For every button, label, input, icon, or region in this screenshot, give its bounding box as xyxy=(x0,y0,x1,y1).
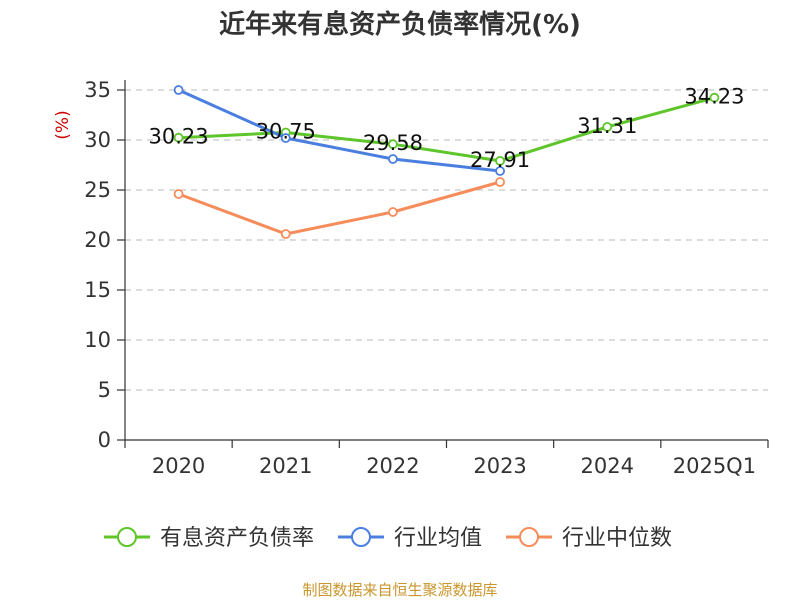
x-tick-label: 2025Q1 xyxy=(673,454,756,478)
data-label: 29.58 xyxy=(363,131,423,155)
data-point xyxy=(602,122,613,132)
series-line xyxy=(178,96,715,163)
x-tick-label: 2020 xyxy=(152,454,205,478)
grid-lines xyxy=(125,89,768,391)
y-tick-label: 30 xyxy=(84,128,111,152)
y-tick-label: 25 xyxy=(84,178,111,202)
data-point xyxy=(388,154,398,164)
legend-item: 行业均值 xyxy=(338,526,482,551)
y-tick-label: 10 xyxy=(84,328,111,352)
series-line xyxy=(178,180,501,236)
data-label: 27.91 xyxy=(470,148,530,172)
data-point xyxy=(280,229,291,239)
y-tick-label: 0 xyxy=(98,428,111,452)
x-tick-label: 2021 xyxy=(259,454,312,478)
data-point xyxy=(388,139,398,150)
data-point xyxy=(173,85,184,95)
y-axis-label: (%) xyxy=(53,110,73,139)
data-point xyxy=(495,177,505,187)
data-label: 30.23 xyxy=(149,125,209,149)
series-1 xyxy=(173,85,505,176)
legend-swatch-marker xyxy=(351,527,371,547)
x-tick-label: 2022 xyxy=(366,454,419,478)
legend-swatch-marker xyxy=(519,527,539,547)
series-0 xyxy=(173,92,720,166)
series-line xyxy=(177,88,501,173)
legend-item: 有息资产负债率 xyxy=(104,526,314,551)
y-tick-label: 15 xyxy=(84,278,111,302)
legend: 有息资产负债率 行业均值 行业中位数 xyxy=(104,526,672,551)
series-2 xyxy=(173,177,505,239)
legend-label: 有息资产负债率 xyxy=(160,526,314,551)
legend-label: 行业中位数 xyxy=(562,526,672,551)
data-label: 30.75 xyxy=(256,120,316,144)
series-group xyxy=(173,85,720,239)
y-tick-label: 35 xyxy=(84,78,111,102)
data-point xyxy=(709,92,720,103)
data-labels: 30.23 30.75 29.58 27.91 31.31 34.23 xyxy=(149,85,745,172)
legend-swatch-marker xyxy=(117,527,137,547)
data-point xyxy=(280,133,291,143)
y-tick-label: 20 xyxy=(84,228,111,252)
data-point xyxy=(495,166,505,176)
x-tick-label: 2024 xyxy=(581,454,634,478)
y-tick-label: 5 xyxy=(98,378,111,402)
chart-title: 近年来有息资产负债率情况(%) xyxy=(219,9,581,40)
legend-label: 行业均值 xyxy=(394,526,482,551)
legend-item: 行业中位数 xyxy=(506,526,672,551)
data-point xyxy=(173,132,184,143)
data-point xyxy=(495,155,505,166)
data-point xyxy=(388,207,398,217)
data-point xyxy=(173,189,184,199)
data-label: 31.31 xyxy=(577,114,637,138)
x-tick-label: 2023 xyxy=(473,454,526,478)
data-label: 34.23 xyxy=(684,85,744,109)
axes: 0 5 10 15 20 25 30 35 2020 2021 2022 2023 2024 2025Q1 xyxy=(84,78,769,478)
source-note: 制图数据来自恒生聚源数据库 xyxy=(302,581,497,599)
